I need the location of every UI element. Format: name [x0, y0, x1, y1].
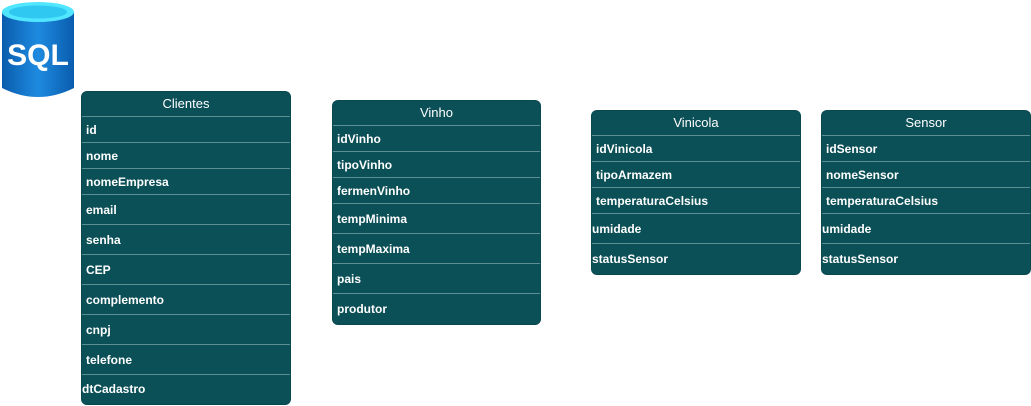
field-row[interactable]: tipoVinho	[333, 152, 540, 178]
field-row[interactable]: statusSensor	[592, 252, 669, 266]
entity-title: Clientes	[82, 92, 290, 117]
entity-vinho[interactable]: Vinho idVinho tipoVinho fermenVinho temp…	[333, 101, 540, 324]
field-row[interactable]: produtor	[337, 302, 387, 316]
field-row[interactable]: tempMinima	[333, 204, 540, 234]
field-row[interactable]: dtCadastro	[82, 382, 146, 396]
field-row[interactable]: fermenVinho	[333, 178, 540, 204]
field-row[interactable]: nome	[82, 143, 290, 169]
field-row[interactable]: nomeSensor	[822, 162, 1030, 188]
field-row[interactable]: complemento	[82, 285, 290, 315]
entity-title: Vinho	[333, 101, 540, 126]
sql-database-icon: SQL	[2, 2, 74, 97]
field-row[interactable]: id	[82, 117, 290, 143]
field-row[interactable]: tempMaxima	[333, 234, 540, 264]
logo-text: SQL	[7, 39, 69, 72]
field-row[interactable]: idVinho	[333, 126, 540, 152]
field-row[interactable]: statusSensor	[822, 252, 899, 266]
field-row[interactable]: telefone	[82, 345, 290, 375]
entity-title: Sensor	[822, 111, 1030, 136]
field-row[interactable]: pais	[333, 264, 540, 294]
entity-sensor[interactable]: Sensor idSensor nomeSensor temperaturaCe…	[822, 111, 1030, 274]
field-row[interactable]: cnpj	[82, 315, 290, 345]
field-row[interactable]: temperaturaCelsius	[592, 188, 800, 214]
entity-clientes[interactable]: Clientes id nome nomeEmpresa email senha…	[82, 92, 290, 404]
field-row[interactable]: temperaturaCelsius	[822, 188, 1030, 214]
field-row[interactable]: senha	[82, 225, 290, 255]
field-row[interactable]: tipoArmazem	[592, 162, 800, 188]
field-row[interactable]: umidade	[822, 214, 1030, 244]
entity-title: Vinicola	[592, 111, 800, 136]
field-row[interactable]: nomeEmpresa	[82, 169, 290, 195]
field-row[interactable]: CEP	[82, 255, 290, 285]
field-row[interactable]: idVinicola	[592, 136, 800, 162]
entity-vinicola[interactable]: Vinicola idVinicola tipoArmazem temperat…	[592, 111, 800, 274]
field-row[interactable]: idSensor	[822, 136, 1030, 162]
field-row[interactable]: email	[82, 195, 290, 225]
field-row[interactable]: umidade	[592, 214, 800, 244]
